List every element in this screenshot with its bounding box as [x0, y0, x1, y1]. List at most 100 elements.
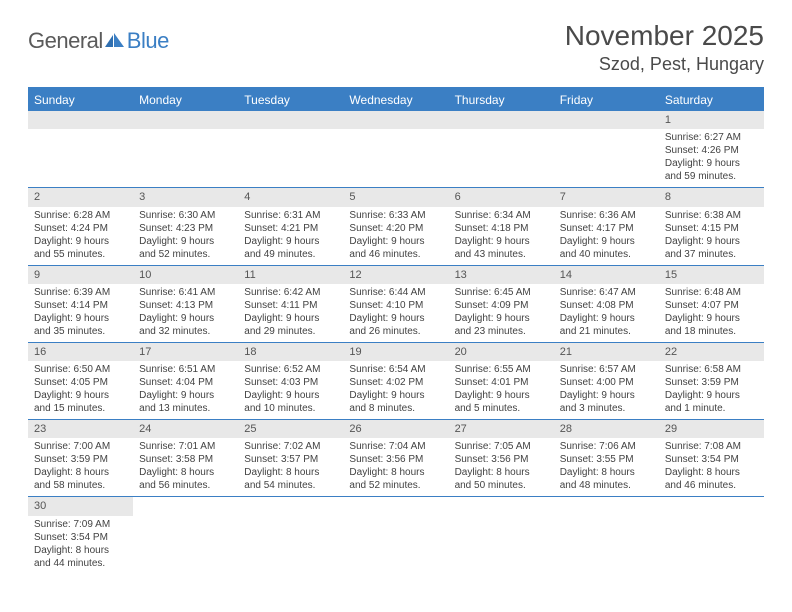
day-cell: 8Sunrise: 6:38 AMSunset: 4:15 PMDaylight…: [659, 188, 764, 264]
logo-text-general: General: [28, 28, 103, 54]
weekday-header: Friday: [554, 89, 659, 111]
day-number: [343, 497, 448, 515]
day-body: Sunrise: 6:50 AMSunset: 4:05 PMDaylight:…: [28, 361, 133, 419]
sunrise-text: Sunrise: 7:00 AM: [34, 440, 127, 453]
day-cell: 18 Sunrise: 6:52 AMSunset: 4:03 PMDayligh…: [238, 343, 343, 419]
daylight-text: Daylight: 9 hours and 21 minutes.: [560, 312, 653, 338]
day-body: Sunrise: 6:36 AMSunset: 4:17 PMDaylight:…: [554, 207, 659, 265]
day-number: 2: [28, 188, 133, 206]
day-body: Sunrise: 7:08 AMSunset: 3:54 PMDaylight:…: [659, 438, 764, 496]
day-cell: 9Sunrise: 6:39 AMSunset: 4:14 PMDaylight…: [28, 266, 133, 342]
day-body: Sunrise: 6:27 AMSunset: 4:26 PMDaylight:…: [659, 129, 764, 187]
sunrise-text: Sunrise: 7:01 AM: [139, 440, 232, 453]
sunset-text: Sunset: 4:03 PM: [244, 376, 337, 389]
daylight-text: Daylight: 9 hours and 10 minutes.: [244, 389, 337, 415]
day-body: Sunrise: 6:54 AMSunset: 4:02 PMDaylight:…: [343, 361, 448, 419]
day-number: 1: [659, 111, 764, 129]
day-cell: 2Sunrise: 6:28 AMSunset: 4:24 PMDaylight…: [28, 188, 133, 264]
sunrise-text: Sunrise: 6:57 AM: [560, 363, 653, 376]
day-cell: 3Sunrise: 6:30 AMSunset: 4:23 PMDaylight…: [133, 188, 238, 264]
day-number: 26: [343, 420, 448, 438]
day-number: 23: [28, 420, 133, 438]
empty-cell: [449, 497, 554, 573]
day-number: 15: [659, 266, 764, 284]
sunrise-text: Sunrise: 6:52 AM: [244, 363, 337, 376]
week-row: 23Sunrise: 7:00 AMSunset: 3:59 PMDayligh…: [28, 420, 764, 497]
weekday-header-row: SundayMondayTuesdayWednesdayThursdayFrid…: [28, 89, 764, 111]
day-body: Sunrise: 7:00 AMSunset: 3:59 PMDaylight:…: [28, 438, 133, 496]
empty-cell: [238, 497, 343, 573]
day-number: 30: [28, 497, 133, 515]
daylight-text: Daylight: 9 hours and 43 minutes.: [455, 235, 548, 261]
daylight-text: Daylight: 8 hours and 46 minutes.: [665, 466, 758, 492]
day-number: 10: [133, 266, 238, 284]
sunrise-text: Sunrise: 7:06 AM: [560, 440, 653, 453]
sunset-text: Sunset: 4:07 PM: [665, 299, 758, 312]
daylight-text: Daylight: 8 hours and 58 minutes.: [34, 466, 127, 492]
day-cell: 27Sunrise: 7:05 AMSunset: 3:56 PMDayligh…: [449, 420, 554, 496]
sunset-text: Sunset: 4:14 PM: [34, 299, 127, 312]
sunset-text: Sunset: 4:09 PM: [455, 299, 548, 312]
day-body: Sunrise: 6:57 AMSunset: 4:00 PMDaylight:…: [554, 361, 659, 419]
daylight-text: Daylight: 8 hours and 52 minutes.: [349, 466, 442, 492]
sunrise-text: Sunrise: 7:05 AM: [455, 440, 548, 453]
day-number: [343, 111, 448, 129]
sunset-text: Sunset: 3:57 PM: [244, 453, 337, 466]
day-cell: 30Sunrise: 7:09 AMSunset: 3:54 PMDayligh…: [28, 497, 133, 573]
sunset-text: Sunset: 4:01 PM: [455, 376, 548, 389]
daylight-text: Daylight: 9 hours and 13 minutes.: [139, 389, 232, 415]
daylight-text: Daylight: 9 hours and 1 minute.: [665, 389, 758, 415]
day-number: [28, 111, 133, 129]
sunset-text: Sunset: 3:55 PM: [560, 453, 653, 466]
sunset-text: Sunset: 3:56 PM: [455, 453, 548, 466]
daylight-text: Daylight: 9 hours and 18 minutes.: [665, 312, 758, 338]
sunset-text: Sunset: 4:13 PM: [139, 299, 232, 312]
day-cell: 16Sunrise: 6:50 AMSunset: 4:05 PMDayligh…: [28, 343, 133, 419]
day-body: Sunrise: 6:42 AMSunset: 4:11 PMDaylight:…: [238, 284, 343, 342]
day-body: Sunrise: 6:41 AMSunset: 4:13 PMDaylight:…: [133, 284, 238, 342]
day-cell: 19Sunrise: 6:54 AMSunset: 4:02 PMDayligh…: [343, 343, 448, 419]
empty-cell: [133, 497, 238, 573]
day-number: 7: [554, 188, 659, 206]
sunrise-text: Sunrise: 6:47 AM: [560, 286, 653, 299]
sunrise-text: Sunrise: 6:50 AM: [34, 363, 127, 376]
sunset-text: Sunset: 4:05 PM: [34, 376, 127, 389]
location-subtitle: Szod, Pest, Hungary: [565, 54, 764, 75]
sunset-text: Sunset: 4:26 PM: [665, 144, 758, 157]
calendar: SundayMondayTuesdayWednesdayThursdayFrid…: [28, 87, 764, 574]
empty-cell: [554, 497, 659, 573]
day-cell: 23Sunrise: 7:00 AMSunset: 3:59 PMDayligh…: [28, 420, 133, 496]
sunset-text: Sunset: 4:10 PM: [349, 299, 442, 312]
day-cell: 25Sunrise: 7:02 AMSunset: 3:57 PMDayligh…: [238, 420, 343, 496]
day-number: [554, 111, 659, 129]
sunrise-text: Sunrise: 6:36 AM: [560, 209, 653, 222]
logo: General Blue: [28, 20, 169, 54]
daylight-text: Daylight: 9 hours and 59 minutes.: [665, 157, 758, 183]
daylight-text: Daylight: 9 hours and 15 minutes.: [34, 389, 127, 415]
day-body: Sunrise: 7:02 AMSunset: 3:57 PMDaylight:…: [238, 438, 343, 496]
sunrise-text: Sunrise: 7:09 AM: [34, 518, 127, 531]
daylight-text: Daylight: 9 hours and 29 minutes.: [244, 312, 337, 338]
day-body: Sunrise: 6:44 AMSunset: 4:10 PMDaylight:…: [343, 284, 448, 342]
day-number: 27: [449, 420, 554, 438]
day-number: 17: [133, 343, 238, 361]
sunset-text: Sunset: 4:00 PM: [560, 376, 653, 389]
day-body: Sunrise: 6:58 AMSunset: 3:59 PMDaylight:…: [659, 361, 764, 419]
title-block: November 2025 Szod, Pest, Hungary: [565, 20, 764, 75]
daylight-text: Daylight: 9 hours and 49 minutes.: [244, 235, 337, 261]
day-cell: 29Sunrise: 7:08 AMSunset: 3:54 PMDayligh…: [659, 420, 764, 496]
logo-text-blue: Blue: [127, 28, 169, 54]
day-number: 29: [659, 420, 764, 438]
day-body: Sunrise: 6:45 AMSunset: 4:09 PMDaylight:…: [449, 284, 554, 342]
daylight-text: Daylight: 8 hours and 48 minutes.: [560, 466, 653, 492]
sunset-text: Sunset: 4:04 PM: [139, 376, 232, 389]
sunset-text: Sunset: 4:08 PM: [560, 299, 653, 312]
weekday-header: Wednesday: [343, 89, 448, 111]
day-body: Sunrise: 6:38 AMSunset: 4:15 PMDaylight:…: [659, 207, 764, 265]
empty-cell: [133, 111, 238, 187]
day-cell: 21Sunrise: 6:57 AMSunset: 4:00 PMDayligh…: [554, 343, 659, 419]
daylight-text: Daylight: 9 hours and 23 minutes.: [455, 312, 548, 338]
day-body: Sunrise: 6:55 AMSunset: 4:01 PMDaylight:…: [449, 361, 554, 419]
sunset-text: Sunset: 4:21 PM: [244, 222, 337, 235]
day-number: 18: [238, 343, 343, 361]
